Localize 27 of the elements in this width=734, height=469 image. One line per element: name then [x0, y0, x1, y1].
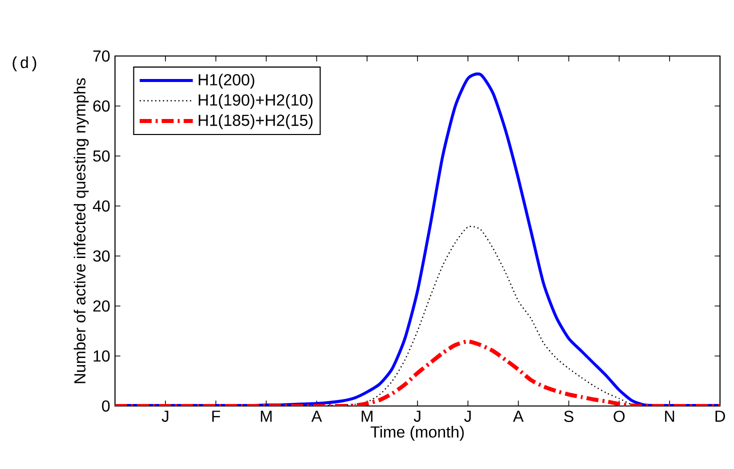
- y-tick-label: 20: [93, 300, 110, 312]
- x-tick-label: J: [414, 410, 420, 422]
- legend-label: H1(185)+H2(15): [198, 114, 312, 130]
- x-tick-label: N: [665, 410, 674, 422]
- x-tick-label: A: [311, 410, 322, 422]
- y-tick-label: 40: [92, 200, 110, 212]
- x-tick-label: S: [564, 410, 574, 422]
- y-axis-title: Number of active infected questing nymphs: [74, 78, 89, 384]
- x-tick-label: D: [716, 410, 726, 422]
- x-tick-label: A: [513, 410, 524, 422]
- legend-label: H1(190)+H2(10): [198, 94, 312, 109]
- y-tick-label: 70: [93, 50, 110, 62]
- x-tick-label: M: [362, 410, 372, 422]
- line-series: [115, 340, 720, 406]
- x-tick-label: O: [614, 410, 625, 422]
- x-axis-title: Time (month): [370, 426, 464, 441]
- x-tick-label: M: [260, 410, 272, 422]
- y-tick-label: 60: [93, 100, 110, 112]
- legend-label: H1(200): [198, 74, 254, 89]
- text: (d): [12, 56, 36, 72]
- y-tick-label: 10: [94, 350, 110, 362]
- x-tick-label: J: [162, 410, 168, 422]
- y-tick-label: 50: [93, 150, 110, 162]
- x-tick-label: F: [212, 410, 220, 422]
- x-tick-label: J: [464, 410, 471, 422]
- y-tick-label: 30: [93, 250, 110, 262]
- y-tick-label: 0: [102, 400, 110, 412]
